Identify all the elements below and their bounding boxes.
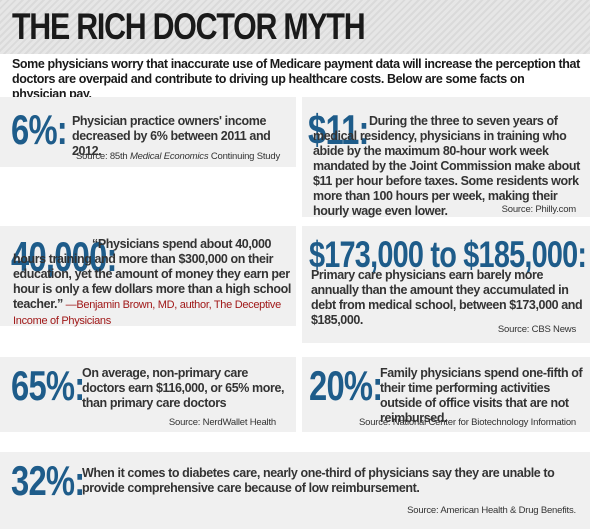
title-banner: THE RICH DOCTOR MYTH <box>0 0 590 54</box>
source-philly: Source: Philly.com <box>501 204 577 215</box>
stat-173000-to-185000: $173,000 to $185,000: <box>309 234 587 275</box>
fact-panel-11-dollars <box>302 97 590 217</box>
source-cbs-news: Source: CBS News <box>497 324 576 335</box>
fact-panel-6-percent <box>0 97 296 167</box>
source-american-health: Source: American Health & Drug Benefits. <box>407 505 576 516</box>
fact-text-40000: “Physicians spend about 40,000 hours tra… <box>13 237 291 329</box>
stat-11-dollars: $11: <box>308 106 369 153</box>
stat-40000: 40,000: <box>11 233 117 280</box>
page-title: THE RICH DOCTOR MYTH <box>12 6 366 47</box>
source-ncbi: Source: National Center for Biotechnolog… <box>359 417 576 428</box>
fact-text-6-percent: Physician practice owners' income decrea… <box>72 114 271 158</box>
source-medical-economics: Source: 85th Medical Economics Continuin… <box>76 151 280 163</box>
fact-panel-40000 <box>0 226 296 326</box>
source-nerdwallet: Source: NerdWallet Health <box>168 417 276 428</box>
fact-text-11-dollars-body: During the three to seven years of medic… <box>313 114 580 218</box>
fact-text-32-percent: When it comes to diabetes care, nearly o… <box>82 466 555 495</box>
quote-attribution: —Benjamin Brown, MD, author, The Decepti… <box>13 299 281 327</box>
quote-body: “Physicians spend about 40,000 hours tra… <box>13 237 291 311</box>
fact-panel-65-percent <box>0 357 296 432</box>
stat-20-percent: 20%: <box>309 362 383 409</box>
source-italic: Medical Economics <box>129 151 209 162</box>
fact-text-20-percent: Family physicians spend one-fifth of the… <box>380 366 583 425</box>
fact-panel-20-percent <box>302 357 590 432</box>
stat-65-percent: 65%: <box>11 362 85 409</box>
fact-text-11-dollars: During the three to seven years of medic… <box>313 114 583 219</box>
stat-6-percent: 6%: <box>11 106 68 153</box>
source-prefix: Source: 85th <box>76 151 130 162</box>
intro-text: Some physicians worry that inaccurate us… <box>12 57 580 101</box>
fact-text-173000: Primary care physicians earn barely more… <box>311 268 583 327</box>
fact-text-65-percent: On average, non-primary care doctors ear… <box>82 366 285 410</box>
stat-32-percent: 32%: <box>11 457 85 504</box>
source-suffix: Continuing Study <box>208 151 280 162</box>
fact-panel-173000 <box>302 226 590 343</box>
fact-panel-32-percent <box>0 452 590 529</box>
